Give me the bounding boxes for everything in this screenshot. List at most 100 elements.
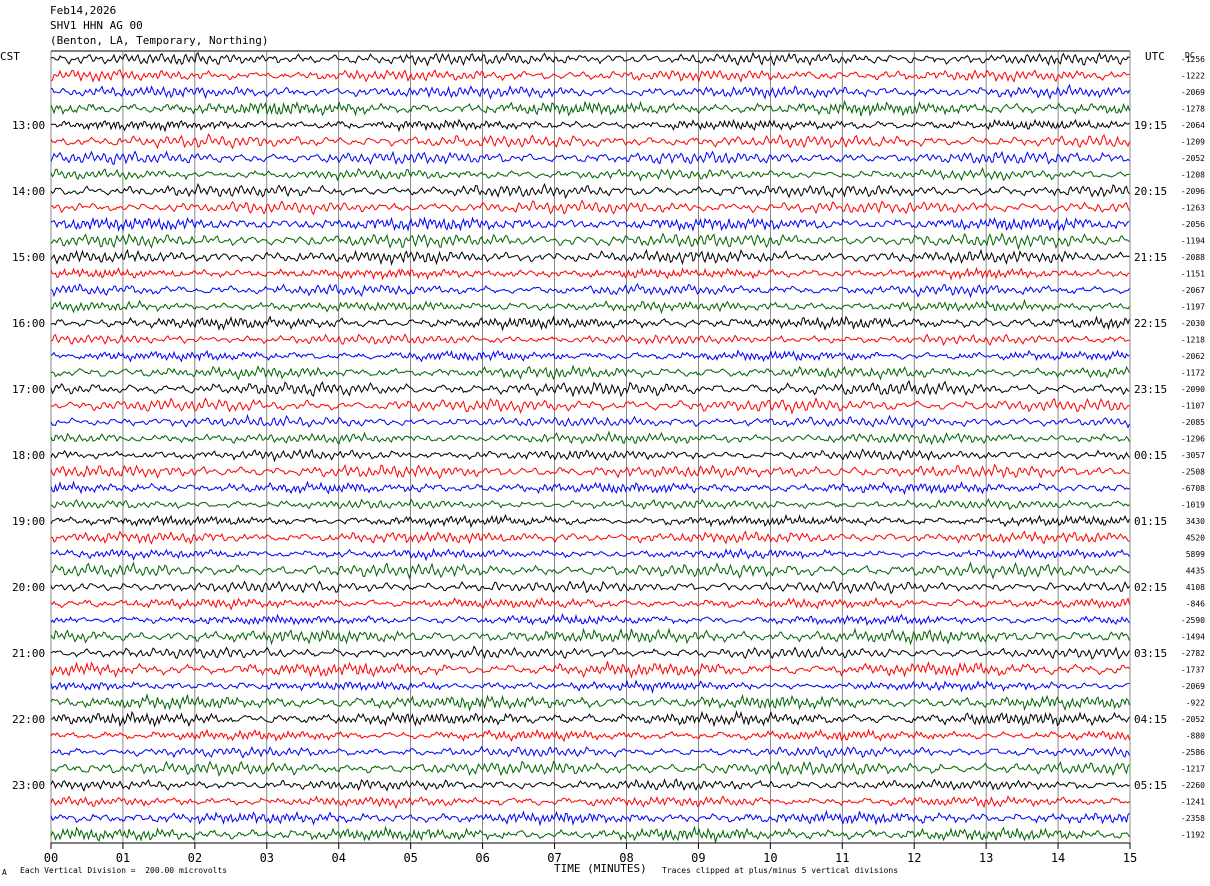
dc-offset-label: -1218 bbox=[1181, 336, 1205, 345]
seismic-trace bbox=[50, 232, 1130, 251]
clip-note: Traces clipped at plus/minus 5 vertical … bbox=[662, 866, 899, 875]
seismic-trace bbox=[50, 463, 1130, 480]
dc-offset-label: -1208 bbox=[1181, 171, 1205, 180]
dc-offset-label: -1256 bbox=[1181, 55, 1205, 64]
dc-offset-label: 4435 bbox=[1186, 567, 1205, 576]
dc-offset-label: -2067 bbox=[1181, 286, 1205, 295]
x-tick-label: 08 bbox=[619, 851, 633, 865]
dc-offset-label: -2590 bbox=[1181, 616, 1205, 625]
seismic-trace bbox=[50, 561, 1130, 580]
seismic-trace bbox=[50, 710, 1130, 728]
seismic-trace bbox=[50, 760, 1130, 777]
seismic-trace bbox=[50, 150, 1130, 166]
seismic-trace bbox=[50, 627, 1130, 646]
left-hour-label: 19:00 bbox=[12, 515, 45, 528]
seismic-trace bbox=[50, 645, 1130, 660]
dc-offset-label: -1222 bbox=[1181, 72, 1205, 81]
dc-offset-label: -2052 bbox=[1181, 715, 1205, 724]
dc-offset-label: -846 bbox=[1186, 600, 1205, 609]
seismic-trace bbox=[50, 661, 1130, 679]
dc-offset-label: -1494 bbox=[1181, 633, 1205, 642]
dc-offset-label: 4520 bbox=[1186, 534, 1205, 543]
station-code: SHV1 HHN AG 00 bbox=[50, 19, 143, 32]
seismic-trace bbox=[50, 448, 1130, 463]
seismic-trace bbox=[50, 692, 1130, 712]
seismic-trace bbox=[50, 68, 1130, 83]
dc-offset-label: -1107 bbox=[1181, 402, 1205, 411]
left-hour-label: 15:00 bbox=[12, 251, 45, 264]
left-timezone-label: CST bbox=[0, 50, 20, 63]
x-tick-label: 11 bbox=[835, 851, 849, 865]
seismic-trace bbox=[50, 825, 1130, 843]
dc-offset-label: -6708 bbox=[1181, 484, 1205, 493]
seismic-trace bbox=[50, 809, 1130, 827]
dc-offset-label: -2056 bbox=[1181, 220, 1205, 229]
dc-offset-label: -2586 bbox=[1181, 748, 1205, 757]
right-hour-label: 05:15 bbox=[1134, 779, 1167, 792]
right-hour-label: 03:15 bbox=[1134, 647, 1167, 660]
left-hour-label: 18:00 bbox=[12, 449, 45, 462]
dc-offset-label: -1217 bbox=[1181, 765, 1205, 774]
dc-offset-label: -1192 bbox=[1181, 831, 1205, 840]
station-location: (Benton, LA, Temporary, Northing) bbox=[50, 34, 269, 47]
dc-offset-label: -2088 bbox=[1181, 253, 1205, 262]
dc-offset-label: -2052 bbox=[1181, 154, 1205, 163]
right-timezone-label: UTC bbox=[1145, 50, 1165, 63]
dc-offset-label: -1172 bbox=[1181, 369, 1205, 378]
right-hour-label: 04:15 bbox=[1134, 713, 1167, 726]
seismic-trace bbox=[50, 430, 1130, 446]
dc-offset-label: -1296 bbox=[1181, 435, 1205, 444]
seismic-trace bbox=[50, 612, 1130, 627]
seismic-trace bbox=[50, 199, 1130, 216]
x-tick-label: 10 bbox=[763, 851, 777, 865]
dc-offset-label: -1278 bbox=[1181, 105, 1205, 114]
dc-offset-label: -922 bbox=[1186, 699, 1205, 708]
seismic-trace bbox=[50, 167, 1130, 182]
x-axis-title: TIME (MINUTES) bbox=[554, 862, 647, 875]
seismic-trace bbox=[50, 118, 1130, 133]
seismic-trace bbox=[50, 182, 1130, 200]
plot-date: Feb14,2026 bbox=[50, 4, 117, 17]
seismic-trace bbox=[50, 596, 1130, 611]
seismic-trace bbox=[50, 580, 1130, 595]
right-hour-label: 01:15 bbox=[1134, 515, 1167, 528]
seismic-trace bbox=[50, 745, 1130, 759]
dc-offset-label: -1197 bbox=[1181, 303, 1205, 312]
left-hour-label: 13:00 bbox=[12, 119, 45, 132]
right-hour-label: 00:15 bbox=[1134, 449, 1167, 462]
seismic-trace bbox=[50, 547, 1130, 562]
seismic-trace bbox=[50, 315, 1130, 332]
seismic-trace bbox=[50, 349, 1130, 363]
dc-offset-label: -2782 bbox=[1181, 649, 1205, 658]
dc-offset-label: -2358 bbox=[1181, 814, 1205, 823]
dc-offset-label: -1737 bbox=[1181, 666, 1205, 675]
seismic-trace bbox=[50, 282, 1130, 299]
x-tick-label: 02 bbox=[188, 851, 202, 865]
seismic-trace bbox=[50, 413, 1130, 429]
seismic-trace bbox=[50, 216, 1130, 232]
seismic-trace bbox=[50, 513, 1130, 529]
x-tick-label: 06 bbox=[475, 851, 489, 865]
seismic-trace bbox=[50, 83, 1130, 100]
x-tick-label: 13 bbox=[979, 851, 993, 865]
seismic-trace bbox=[50, 298, 1130, 315]
seismic-trace bbox=[50, 679, 1130, 694]
seismic-trace bbox=[50, 728, 1130, 743]
x-tick-label: 12 bbox=[907, 851, 921, 865]
left-hour-label: 23:00 bbox=[12, 779, 45, 792]
dc-offset-label: -1263 bbox=[1181, 204, 1205, 213]
right-hour-label: 02:15 bbox=[1134, 581, 1167, 594]
left-hour-label: 14:00 bbox=[12, 185, 45, 198]
dc-offset-label: -2508 bbox=[1181, 468, 1205, 477]
seismic-trace bbox=[50, 396, 1130, 415]
seismic-trace bbox=[50, 778, 1130, 792]
dc-offset-label: 3430 bbox=[1186, 517, 1205, 526]
dc-offset-label: 5899 bbox=[1186, 550, 1205, 559]
left-hour-label: 21:00 bbox=[12, 647, 45, 660]
dc-offset-label: -2260 bbox=[1181, 781, 1205, 790]
scale-note: Each Vertical Division = 200.00 microvol… bbox=[20, 866, 228, 875]
right-hour-label: 20:15 bbox=[1134, 185, 1167, 198]
dc-offset-label: -2096 bbox=[1181, 187, 1205, 196]
x-tick-label: 07 bbox=[547, 851, 561, 865]
